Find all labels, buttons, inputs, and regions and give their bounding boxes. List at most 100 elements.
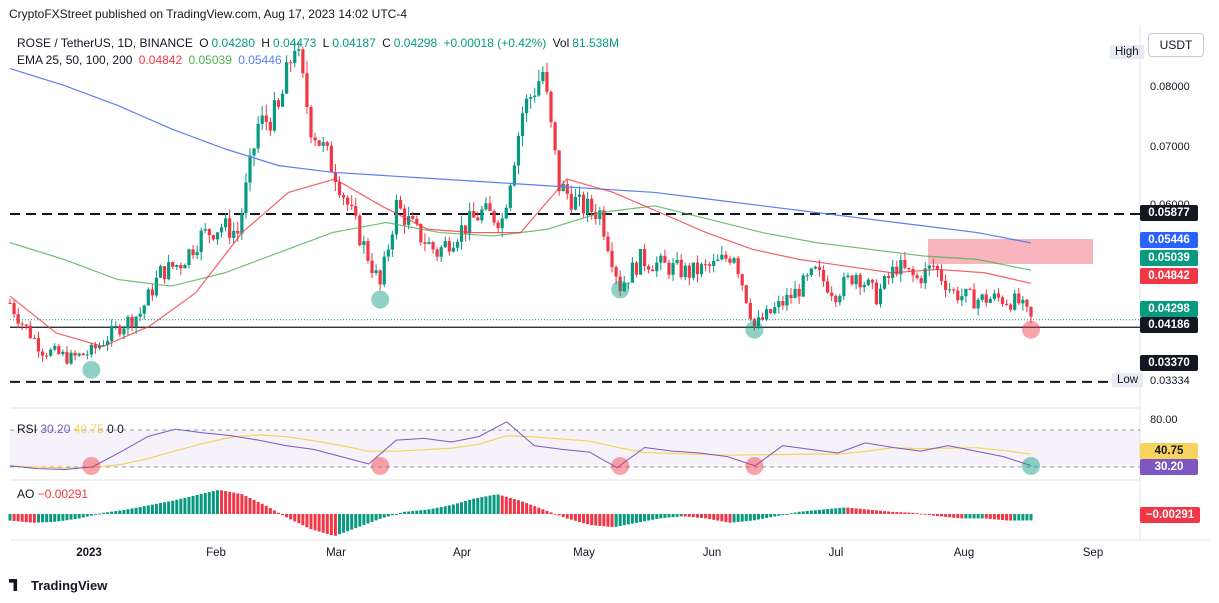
price-axis-label: 0.08000 (1150, 81, 1190, 93)
candle-body (610, 250, 614, 268)
ao-bar (907, 512, 911, 514)
candle-body (285, 62, 289, 94)
candle-body (89, 344, 93, 355)
ao-bar (435, 507, 439, 514)
candle-body (801, 275, 805, 297)
candle-body (976, 299, 980, 309)
ao-bar (622, 514, 626, 526)
candle-body (252, 148, 256, 156)
candle-body (651, 269, 655, 272)
symbol-name[interactable]: ROSE / TetherUS, 1D, BINANCE (17, 36, 193, 50)
ema-line: EMA 25, 50, 100, 200 0.04842 0.05039 0.0… (17, 53, 285, 67)
candle-body (12, 303, 16, 315)
ao-bar (643, 514, 647, 522)
ao-bar (146, 505, 150, 514)
candle-body (167, 262, 171, 280)
candle-body (915, 275, 919, 279)
candle-body (712, 260, 716, 266)
ema50-price-box: 0.05039 (1140, 250, 1198, 266)
ao-bar (411, 511, 415, 514)
ao-bar (118, 510, 122, 514)
candle-body (980, 294, 984, 300)
ao-bar (61, 514, 65, 521)
rsi-legend-extra: 0 (107, 422, 114, 436)
candle-body (638, 248, 643, 275)
candle-body (110, 325, 114, 341)
ao-bar (85, 514, 89, 517)
ema100-price-box: 0.05446 (1140, 232, 1198, 248)
ao-bar (789, 513, 793, 515)
candle-body (744, 285, 748, 303)
time-axis-label: 2023 (76, 547, 102, 559)
ao-bar (541, 509, 545, 514)
candle-body (508, 185, 512, 208)
candle-body (899, 260, 903, 275)
rsi-label[interactable]: RSI (17, 422, 38, 436)
candle-body (695, 262, 700, 275)
candle-body (171, 262, 175, 267)
candle-body (325, 142, 329, 146)
candle-body (939, 270, 944, 281)
ao-bar (1025, 514, 1029, 521)
ao-bar (28, 514, 32, 523)
candle-body (321, 142, 325, 146)
ao-bar (708, 514, 712, 520)
ao-bar (203, 493, 207, 514)
candle-body (280, 93, 285, 107)
ema100-line (9, 67, 1032, 244)
ao-bar (207, 492, 211, 514)
candle-body (223, 218, 228, 228)
currency-button[interactable]: USDT (1148, 33, 1204, 57)
ao-bar (427, 509, 431, 514)
candle-body (663, 255, 667, 263)
candle-body (20, 323, 24, 325)
ao-bar (504, 496, 508, 514)
ao-bar (695, 514, 699, 518)
ema-label[interactable]: EMA 25, 50, 100, 200 (17, 53, 133, 67)
ao-bar (638, 514, 642, 523)
ao-bar (691, 514, 695, 518)
candle-body (602, 210, 606, 237)
ao-label[interactable]: AO (17, 487, 35, 501)
candle-body (122, 328, 126, 335)
candle-body (427, 242, 431, 244)
candle-body (529, 97, 533, 99)
close-value: 0.04298 (393, 36, 438, 50)
ao-bar (700, 514, 704, 518)
candle-body (919, 278, 923, 284)
candle-body (394, 199, 399, 235)
pivot-marker (1022, 320, 1040, 339)
ao-bar (350, 514, 354, 530)
rsi-markers (82, 457, 1040, 475)
candle-body (390, 234, 394, 250)
ao-bar (329, 514, 333, 536)
ao-bar (952, 514, 956, 518)
ao-bar (403, 511, 407, 514)
ao-bar (285, 514, 289, 518)
candle-body (830, 292, 834, 296)
tradingview-logo[interactable]: TradingView (9, 578, 107, 593)
ao-bar (728, 514, 732, 523)
candle-body (407, 215, 411, 225)
ao-bar (883, 511, 887, 514)
candle-body (520, 113, 525, 136)
candle-body (911, 269, 915, 276)
ao-bar (553, 513, 557, 515)
candle-body (850, 275, 854, 285)
candle-body (569, 193, 573, 210)
ao-bar (732, 514, 736, 523)
ao-bar (45, 514, 49, 523)
ao-bar (65, 514, 69, 521)
ao-bar (521, 501, 525, 514)
candle-body (106, 340, 110, 346)
candle-body (199, 230, 203, 253)
candle-body (142, 305, 146, 314)
time-axis-label: May (573, 547, 595, 559)
candle-body (797, 288, 801, 297)
ao-bar (215, 490, 219, 514)
ao-bar (919, 513, 923, 515)
ao-bar (1005, 514, 1009, 521)
ao-bar (968, 514, 972, 519)
candle-body (878, 288, 883, 305)
